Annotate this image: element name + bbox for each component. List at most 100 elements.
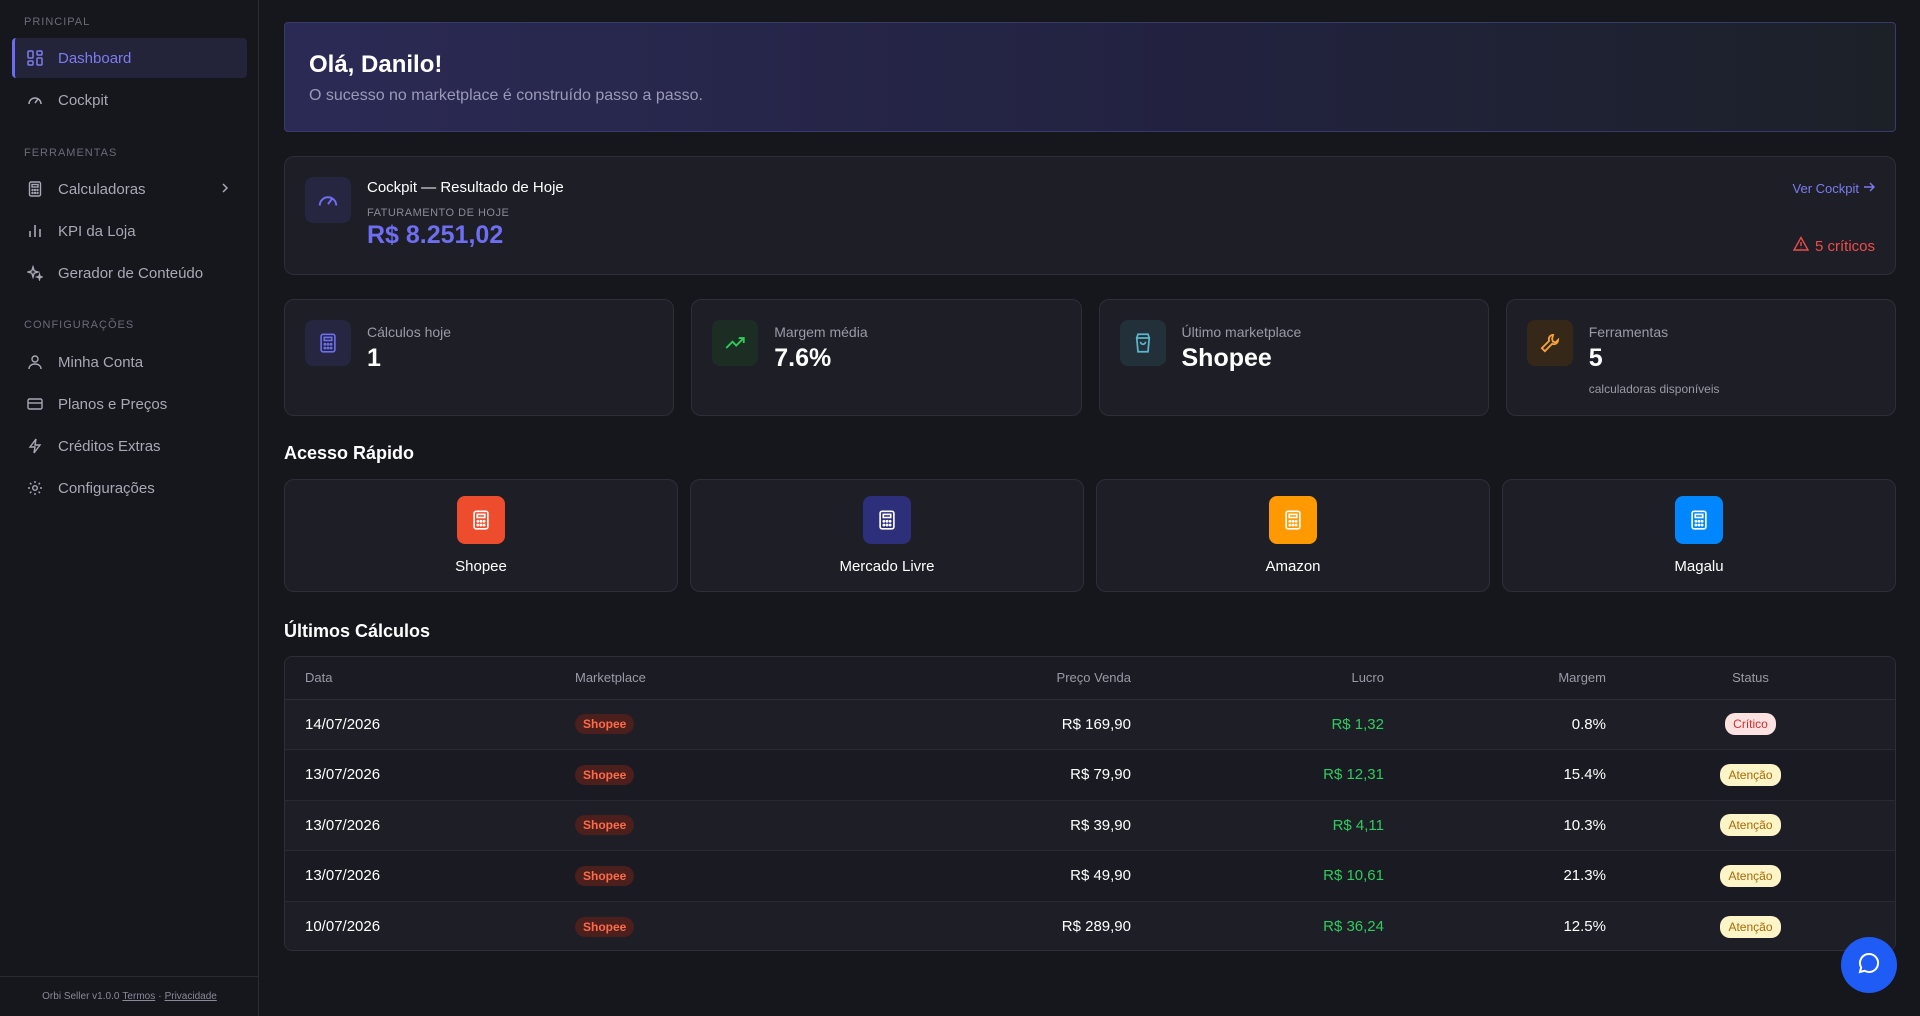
cell-price: R$ 169,90 [875,699,1131,750]
table-row[interactable]: 10/07/2026 Shopee R$ 289,90 R$ 36,24 12.… [285,901,1895,950]
cell-margin: 21.3% [1384,850,1606,902]
stat-card-calculos: Cálculos hoje 1 [284,299,675,416]
bar-chart-icon [26,222,44,240]
sidebar-footer: Orbi Seller v1.0.0 Termos · Privacidade [0,976,259,1016]
column-header[interactable]: Status [1606,657,1895,700]
table-header-row: Data Marketplace Preço Venda Lucro Marge… [285,657,1895,700]
column-header[interactable]: Data [285,657,575,700]
cell-profit: R$ 4,11 [1131,800,1384,851]
quick-access-title: Acesso Rápido [284,443,415,463]
sidebar-item-configuracoes[interactable]: Configurações [12,468,247,508]
greeting-subtitle: O sucesso no marketplace é construído pa… [309,87,703,104]
marketplace-badge: Shopee [575,865,635,886]
cell-price: R$ 49,90 [875,850,1131,902]
marketplace-badge: Shopee [575,714,635,735]
quick-access-label: Mercado Livre [839,558,935,575]
main-content: Olá, Danilo! O sucesso no marketplace é … [284,22,1896,951]
nav-section-principal: PRINCIPAL [24,16,91,28]
app-version: Orbi Seller v1.0.0 [42,991,120,1002]
cell-margin: 12.5% [1384,901,1606,950]
status-badge: Atenção [1720,915,1781,938]
table-row[interactable]: 13/07/2026 Shopee R$ 39,90 R$ 4,11 10.3%… [285,800,1895,851]
column-header[interactable]: Marketplace [575,657,875,700]
sidebar-item-calculadoras[interactable]: Calculadoras [12,169,247,209]
greeting-title: Olá, Danilo! [309,51,443,78]
sidebar-item-dashboard[interactable]: Dashboard [12,38,247,78]
column-header[interactable]: Lucro [1131,657,1384,700]
sparkles-icon [26,264,44,282]
sidebar: PRINCIPAL Dashboard Cockpit FERRAMENTAS … [0,0,259,1016]
sidebar-item-label: Dashboard [58,49,132,67]
footer-separator: · [158,991,162,1002]
cockpit-title: Cockpit — Resultado de Hoje [367,179,564,196]
trending-up-icon [712,320,759,366]
privacy-link[interactable]: Privacidade [164,991,217,1002]
stat-label: Cálculos hoje [367,324,452,340]
stat-value: 7.6% [774,344,832,372]
table-row[interactable]: 14/07/2026 Shopee R$ 169,90 R$ 1,32 0.8%… [285,699,1895,750]
gear-icon [26,479,44,497]
column-header[interactable]: Preço Venda [875,657,1131,700]
sidebar-item-kpi[interactable]: KPI da Loja [12,211,247,251]
sidebar-item-minha-conta[interactable]: Minha Conta [12,342,247,382]
stat-value: Shopee [1181,344,1272,372]
arrow-right-icon [1863,181,1875,196]
cell-profit: R$ 10,61 [1131,850,1384,902]
calculator-icon [1269,496,1317,544]
calculator-icon [305,320,351,366]
marketplace-badge: Shopee [575,815,635,836]
cell-date: 13/07/2026 [285,800,575,851]
quick-access-label: Amazon [1265,558,1321,575]
critical-count: 5 críticos [1814,237,1875,255]
cell-margin: 0.8% [1384,699,1606,750]
status-badge: Crítico [1725,713,1776,736]
view-cockpit-link[interactable]: Ver Cockpit [1793,181,1875,196]
cell-margin: 15.4% [1384,749,1606,801]
cockpit-revenue-label: FATURAMENTO DE HOJE [367,207,510,219]
stat-card-margem: Margem média 7.6% [691,299,1082,416]
sidebar-item-gerador[interactable]: Gerador de Conteúdo [12,253,247,293]
lightning-icon [26,437,44,455]
table-row[interactable]: 13/07/2026 Shopee R$ 79,90 R$ 12,31 15.4… [285,749,1895,801]
stat-card-marketplace: Último marketplace Shopee [1098,299,1489,416]
column-header[interactable]: Margem [1384,657,1606,700]
calculator-icon [1675,496,1723,544]
gauge-icon [305,177,351,223]
sidebar-item-label: Minha Conta [58,353,144,371]
status-badge: Atenção [1720,814,1781,837]
critical-alerts[interactable]: 5 críticos [1792,236,1875,256]
cell-date: 13/07/2026 [285,850,575,902]
quick-access-mercado-livre[interactable]: Mercado Livre [690,479,1084,592]
stat-label: Ferramentas [1588,324,1669,340]
terms-link[interactable]: Termos [122,991,156,1002]
quick-access-amazon[interactable]: Amazon [1096,479,1490,592]
sidebar-item-label: Créditos Extras [58,437,161,455]
table-row[interactable]: 13/07/2026 Shopee R$ 49,90 R$ 10,61 21.3… [285,850,1895,902]
sidebar-item-label: Configurações [58,479,155,497]
recent-calculations-title: Últimos Cálculos [284,621,431,641]
stat-card-ferramentas: Ferramentas 5 calculadoras disponíveis [1505,299,1896,416]
stats-row: Cálculos hoje 1 Margem média 7.6% Último… [284,299,1896,416]
sidebar-item-cockpit[interactable]: Cockpit [12,80,247,120]
chevron-right-icon [219,181,231,198]
quick-access-label: Shopee [455,558,507,575]
stat-value: 1 [367,344,381,372]
status-badge: Atenção [1720,864,1781,887]
calculator-icon [26,180,44,198]
sidebar-item-planos[interactable]: Planos e Preços [12,384,247,424]
sidebar-item-creditos[interactable]: Créditos Extras [12,426,247,466]
quick-access-magalu[interactable]: Magalu [1502,479,1896,592]
cell-price: R$ 79,90 [875,749,1131,801]
chat-button[interactable] [1841,937,1897,993]
recent-calculations-table: Data Marketplace Preço Venda Lucro Marge… [284,656,1896,951]
warning-triangle-icon [1792,236,1810,256]
quick-access-shopee[interactable]: Shopee [284,479,678,592]
cell-price: R$ 289,90 [875,901,1131,950]
cell-profit: R$ 12,31 [1131,749,1384,801]
cockpit-summary-card: Cockpit — Resultado de Hoje FATURAMENTO … [284,156,1896,275]
wrench-icon [1526,320,1573,366]
cell-date: 10/07/2026 [285,901,575,950]
cell-margin: 10.3% [1384,800,1606,851]
shopping-bag-icon [1119,320,1166,366]
stat-label: Margem média [774,324,868,340]
